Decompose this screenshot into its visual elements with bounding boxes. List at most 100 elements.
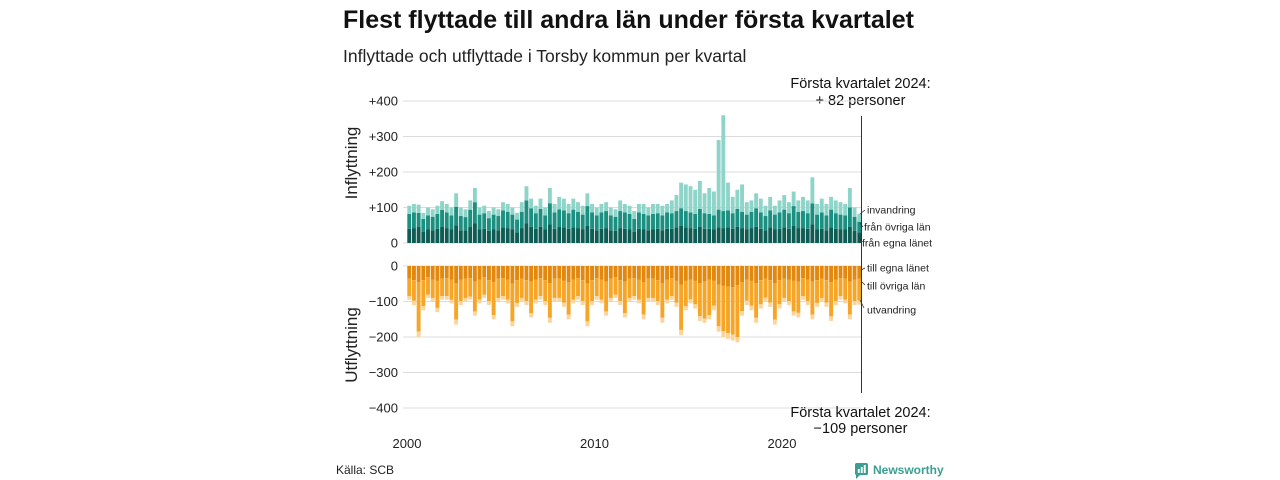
outflow-bar-to-own-county	[670, 266, 674, 278]
inflow-bar-from-own-county	[614, 231, 618, 243]
outflow-bar-to-other-counties	[740, 282, 744, 311]
inflow-bar-from-other-counties	[539, 209, 543, 227]
outflow-bar-to-own-county	[459, 266, 463, 279]
inflow-bar-immigration	[562, 199, 566, 211]
inflow-bar-immigration	[609, 208, 613, 216]
inflow-bar-immigration	[478, 208, 482, 215]
legend-label-till-ovriga-lan: till övriga län	[867, 281, 926, 293]
outflow-bar-emigration	[487, 301, 491, 305]
y-axis-title-outflow: Utflyttning	[342, 307, 361, 383]
outflow-bar-to-other-counties	[482, 277, 486, 294]
inflow-bar-from-other-counties	[571, 210, 575, 228]
inflow-bar-from-own-county	[792, 226, 796, 243]
outflow-bar-to-own-county	[412, 266, 416, 280]
inflow-bar-from-own-county	[843, 230, 847, 243]
inflow-bar-immigration	[848, 188, 852, 208]
inflow-bar-from-own-county	[435, 229, 439, 243]
inflow-bar-from-other-counties	[487, 218, 491, 231]
inflow-bar-from-own-county	[543, 230, 547, 243]
inflow-bar-from-other-counties	[468, 210, 472, 227]
logo-bar	[864, 465, 866, 473]
inflow-bar-from-own-county	[764, 230, 768, 243]
outflow-bar-emigration	[632, 296, 636, 300]
outflow-bar-to-own-county	[745, 266, 749, 279]
inflow-bar-from-other-counties	[421, 219, 425, 232]
outflow-bar-to-other-counties	[562, 281, 566, 303]
y-tick-label: 0	[391, 259, 398, 274]
outflow-bar-to-other-counties	[609, 279, 613, 298]
inflow-bar-immigration	[454, 193, 458, 206]
outflow-bar-emigration	[820, 298, 824, 302]
inflow-bar-from-other-counties	[520, 212, 524, 228]
y-axis-inflow: 0 +100 +200 +300 +400 Inflyttning	[342, 94, 398, 251]
outflow-bar-to-other-counties	[435, 281, 439, 308]
inflow-bar-from-other-counties	[618, 211, 622, 228]
inflow-bar-from-other-counties	[529, 208, 533, 226]
inflow-bar-from-other-counties	[515, 220, 519, 233]
outflow-bar-to-own-county	[590, 266, 594, 280]
outflow-bar-to-other-counties	[843, 279, 847, 300]
outflow-bar-to-own-county	[843, 266, 847, 279]
inflow-bar-from-own-county	[510, 230, 514, 243]
outflow-bar-to-own-county	[417, 266, 421, 282]
inflow-bar-from-other-counties	[534, 213, 538, 229]
inflow-bar-immigration	[726, 183, 730, 211]
inflow-bar-from-other-counties	[792, 206, 796, 226]
outflow-bar-emigration	[679, 330, 683, 335]
outflow-bar-to-own-county	[801, 266, 805, 278]
outflow-bar-to-other-counties	[745, 279, 749, 300]
outflow-bar-to-other-counties	[684, 281, 688, 306]
outflow-bar-to-other-counties	[834, 279, 838, 301]
outflow-bar-to-other-counties	[520, 279, 524, 298]
outflow-bar-emigration	[557, 298, 561, 302]
outflow-annotation-line-1: Första kvartalet 2024:	[790, 405, 930, 421]
inflow-bar-from-other-counties	[689, 212, 693, 228]
outflow-bar-emigration	[599, 300, 603, 304]
inflow-bar-from-own-county	[501, 227, 505, 243]
outflow-bar-to-other-counties	[787, 279, 791, 301]
outflow-bar-to-other-counties	[464, 279, 468, 298]
inflow-bar-from-own-county	[628, 230, 632, 243]
inflow-bar-from-own-county	[768, 227, 772, 243]
outflow-bar-to-own-county	[478, 266, 482, 279]
inflow-bar-immigration	[510, 208, 514, 215]
outflow-bar-to-other-counties	[773, 283, 777, 320]
outflow-bar-to-other-counties	[824, 280, 828, 302]
inflow-bar-from-own-county	[801, 228, 805, 243]
inflow-bar-from-own-county	[454, 225, 458, 243]
inflow-bar-immigration	[435, 206, 439, 214]
inflow-bar-from-own-county	[492, 230, 496, 243]
outflow-bar-to-other-counties	[599, 279, 603, 299]
outflow-bar-to-own-county	[618, 266, 622, 280]
inflow-bar-from-own-county	[660, 230, 664, 243]
inflow-bar-from-own-county	[684, 227, 688, 243]
inflow-bar-immigration	[642, 204, 646, 214]
outflow-bar-emigration	[590, 301, 594, 305]
inflow-bar-from-other-counties	[829, 210, 833, 228]
outflow-bar-to-own-county	[806, 266, 810, 279]
inflow-bar-immigration	[487, 211, 491, 218]
outflow-bar-emigration	[848, 315, 852, 320]
outflow-bar-emigration	[745, 301, 749, 305]
outflow-bar-emigration	[496, 298, 500, 302]
inflow-bar-from-other-counties	[435, 214, 439, 229]
outflow-bar-to-own-county	[684, 266, 688, 281]
x-axis: 2000 2010 2020	[393, 436, 797, 451]
inflow-bar-immigration	[557, 197, 561, 209]
inflow-bar-from-own-county	[585, 226, 589, 243]
outflow-bar-to-other-counties	[628, 279, 632, 298]
outflow-bar-to-own-county	[562, 266, 566, 281]
outflow-bar-emigration	[449, 300, 453, 304]
outflow-bar-to-own-county	[473, 266, 477, 282]
outflow-bar-to-own-county	[632, 266, 636, 278]
inflow-bar-from-other-counties	[670, 213, 674, 229]
outflow-bar-emigration	[824, 303, 828, 307]
inflow-bar-from-own-county	[515, 232, 519, 243]
legend-label-fran-egna-lanet: från egna länet	[862, 238, 932, 250]
inflow-bar-from-other-counties	[848, 208, 852, 227]
inflow-bar-immigration	[581, 206, 585, 215]
inflow-bar-from-other-counties	[665, 212, 669, 228]
outflow-bar-emigration	[843, 300, 847, 304]
outflow-bar-emigration	[768, 303, 772, 307]
